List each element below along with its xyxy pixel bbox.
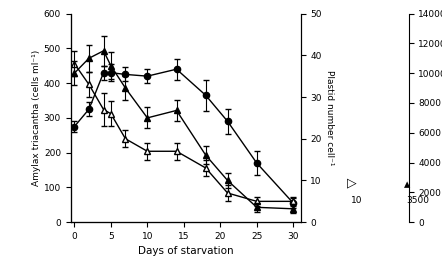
Y-axis label: Plastid number cell⁻¹: Plastid number cell⁻¹ — [324, 70, 334, 166]
X-axis label: Days of starvation: Days of starvation — [138, 247, 233, 256]
Text: 10: 10 — [351, 196, 363, 205]
Text: $\triangleright$: $\triangleright$ — [346, 177, 357, 191]
Y-axis label: Amylax triacantha (cells ml⁻¹): Amylax triacantha (cells ml⁻¹) — [32, 50, 41, 186]
Text: $\blacktriangle$: $\blacktriangle$ — [403, 178, 411, 191]
Text: 3500: 3500 — [407, 196, 430, 205]
